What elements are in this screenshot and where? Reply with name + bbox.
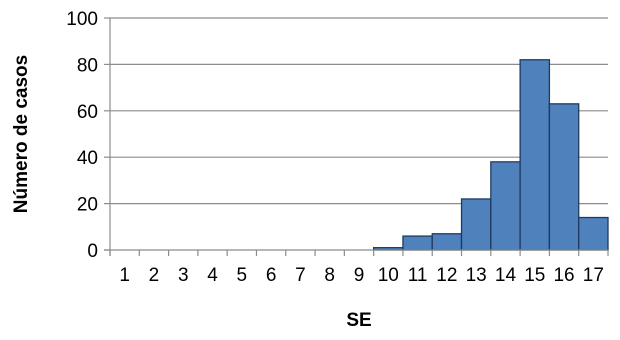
bar-12 [431, 233, 463, 251]
x-tick-label-3: 3 [178, 265, 189, 286]
y-tick-label-60: 60 [77, 102, 98, 123]
bar-13 [460, 198, 492, 251]
x-tick-label-11: 11 [408, 265, 428, 286]
bar-11 [402, 235, 433, 251]
y-tick-label-40: 40 [77, 148, 98, 169]
x-tick-label-15: 15 [524, 265, 545, 286]
bar-17 [578, 216, 609, 251]
y-tick-label-20: 20 [77, 195, 98, 216]
x-tick-label-12: 12 [436, 265, 457, 286]
y-axis-title: Número de casos [11, 55, 32, 213]
x-tick-label-9: 9 [354, 265, 365, 286]
x-tick-label-2: 2 [149, 265, 160, 286]
x-tick-label-6: 6 [266, 265, 277, 286]
x-tick-label-17: 17 [583, 265, 604, 286]
x-axis-title: SE [346, 310, 371, 331]
x-tick-labels: 1 2 3 4 5 6 7 8 9 10 11 12 13 14 15 16 17 [119, 265, 604, 286]
y-tick-label-80: 80 [77, 55, 98, 76]
x-tick-label-14: 14 [495, 265, 517, 286]
x-tick-label-4: 4 [207, 265, 218, 286]
y-tick-label-0: 0 [87, 241, 98, 262]
x-tick-label-5: 5 [237, 265, 248, 286]
x-tick-label-10: 10 [378, 265, 399, 286]
x-tick-label-7: 7 [295, 265, 306, 286]
x-tick-label-1: 1 [119, 265, 130, 286]
y-tick-label-100: 100 [66, 9, 98, 30]
y-tick-labels: 0 20 40 60 80 100 [66, 9, 98, 262]
axes [104, 17, 609, 256]
x-tick-label-8: 8 [324, 265, 335, 286]
bar-14 [490, 161, 521, 251]
bar-15 [519, 59, 551, 251]
bar-16 [548, 103, 580, 251]
bars [372, 59, 609, 251]
x-tick-label-16: 16 [553, 265, 574, 286]
x-tick-label-13: 13 [466, 265, 487, 286]
